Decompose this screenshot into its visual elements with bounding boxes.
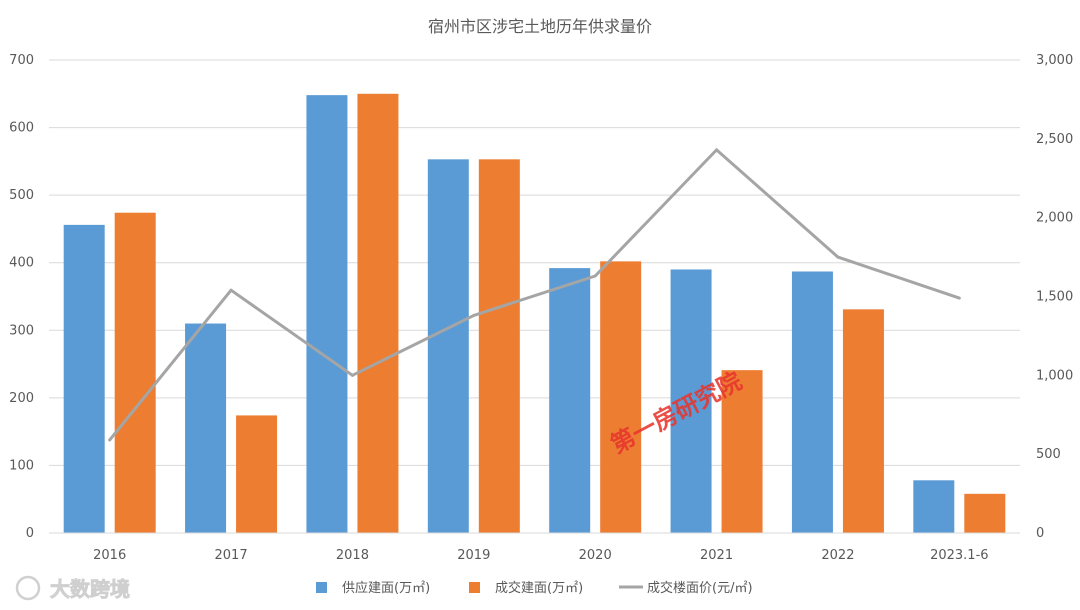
price-point [350,373,354,377]
right-tick-label: 3,000 [1036,53,1073,68]
brand-logo: 大数跨境 [15,575,130,601]
right-tick-label: 2,000 [1036,211,1073,226]
bar-supply [185,323,227,533]
left-tick-label: 300 [9,323,34,338]
left-axis-ticks: 0 100 200 300 400 500 600 700 [9,53,34,541]
brand-icon [15,575,41,601]
price-point [108,438,112,442]
price-line [108,148,961,442]
x-tick-label: 2016 [93,548,126,563]
bar-transaction [114,212,156,533]
x-tick-label: 2021 [700,548,733,563]
bar-transaction [721,370,763,533]
bar-supply [549,268,591,533]
price-point [593,274,597,278]
left-tick-label: 700 [9,53,34,68]
x-tick-label: 2023.1-6 [930,548,988,563]
legend-label: 成交楼面价(元/㎡) [647,580,753,596]
legend: 供应建面(万㎡) 成交建面(万㎡) 成交楼面价(元/㎡) [316,580,753,596]
price-point [715,148,719,152]
bar-transaction [236,415,278,533]
right-tick-label: 1,500 [1036,290,1073,305]
x-tick-label: 2020 [579,548,612,563]
legend-swatch [469,582,480,593]
price-line-path [108,148,960,441]
left-tick-label: 500 [9,188,34,203]
left-tick-label: 100 [9,458,34,473]
bar-supply [670,269,712,533]
right-axis-ticks: 0 500 1,000 1,500 2,000 2,500 3,000 [1036,53,1073,541]
left-tick-label: 400 [9,256,34,271]
bar-transaction [357,93,399,534]
price-point [229,288,233,292]
bar-transaction [842,309,884,533]
legend-swatch [316,582,327,593]
right-tick-label: 0 [1036,526,1044,541]
left-tick-label: 0 [26,526,34,541]
x-axis-ticks: 2016 2017 2018 2019 2020 2021 2022 2023.1-6 [49,532,1020,563]
legend-label: 供应建面(万㎡) [342,580,430,596]
x-tick-label: 2018 [336,548,369,563]
bar-transaction [478,159,520,533]
right-tick-label: 500 [1036,447,1061,462]
price-point [836,255,840,259]
price-point [957,296,961,300]
bar-supply [427,159,469,533]
bar-supply [306,95,348,533]
left-tick-label: 200 [9,391,34,406]
x-tick-label: 2017 [215,548,248,563]
chart-title: 宿州市区涉宅土地历年供求量价 [428,17,652,36]
right-tick-label: 2,500 [1036,132,1073,147]
x-tick-label: 2019 [457,548,490,563]
right-tick-label: 1,000 [1036,368,1073,383]
bar-supply [913,480,955,533]
price-point [472,313,476,317]
bar-supply [63,224,105,534]
bar-transaction [600,261,642,533]
bar-supply [791,271,833,533]
x-tick-label: 2022 [821,548,854,563]
bar-transaction [964,493,1006,533]
legend-label: 成交建面(万㎡) [495,580,583,596]
bars [63,93,1006,534]
left-tick-label: 600 [9,121,34,136]
brand-text: 大数跨境 [50,577,130,601]
